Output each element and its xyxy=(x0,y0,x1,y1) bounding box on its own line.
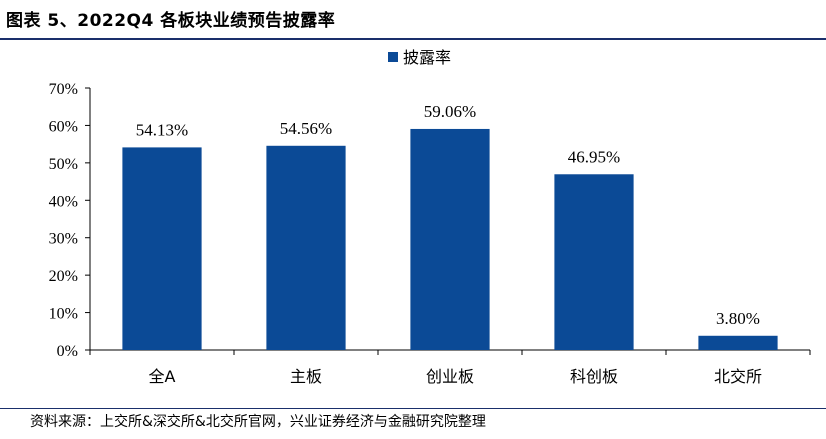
y-tick-label: 20% xyxy=(49,268,78,285)
data-label: 46.95% xyxy=(568,147,620,166)
category-label: 创业板 xyxy=(426,367,474,386)
footer-rule xyxy=(0,408,826,409)
y-tick-label: 70% xyxy=(49,81,78,98)
bar-chart: 0% 10% 20% 30% 40% 50% 60% 70% 54.13% 全A 54.56% 主板 5… xyxy=(49,48,811,386)
bar xyxy=(266,145,346,350)
category-label: 科创板 xyxy=(570,367,618,386)
y-tick-label: 0% xyxy=(57,343,78,360)
y-tick-label: 60% xyxy=(49,118,78,135)
category-label: 北交所 xyxy=(714,367,762,386)
data-label: 59.06% xyxy=(424,102,476,121)
figure-title: 图表 5、2022Q4 各板块业绩预告披露率 xyxy=(6,11,336,31)
y-tick-label: 40% xyxy=(49,193,78,210)
legend-label: 披露率 xyxy=(403,48,451,67)
bar xyxy=(122,147,202,350)
bar xyxy=(554,174,634,350)
data-label: 54.13% xyxy=(136,120,188,139)
y-tick-label: 30% xyxy=(49,231,78,248)
source-note: 资料来源：上交所&深交所&北交所官网，兴业证券经济与金融研究院整理 xyxy=(30,414,486,430)
y-tick-label: 50% xyxy=(49,156,78,173)
data-label: 3.80% xyxy=(716,309,760,328)
bar xyxy=(410,128,490,350)
title-rule xyxy=(0,38,826,40)
category-label: 全A xyxy=(149,367,176,386)
y-tick-label: 10% xyxy=(49,306,78,323)
bar xyxy=(698,335,778,350)
data-label: 54.56% xyxy=(280,119,332,138)
category-label: 主板 xyxy=(290,367,322,386)
legend-swatch xyxy=(388,52,398,62)
